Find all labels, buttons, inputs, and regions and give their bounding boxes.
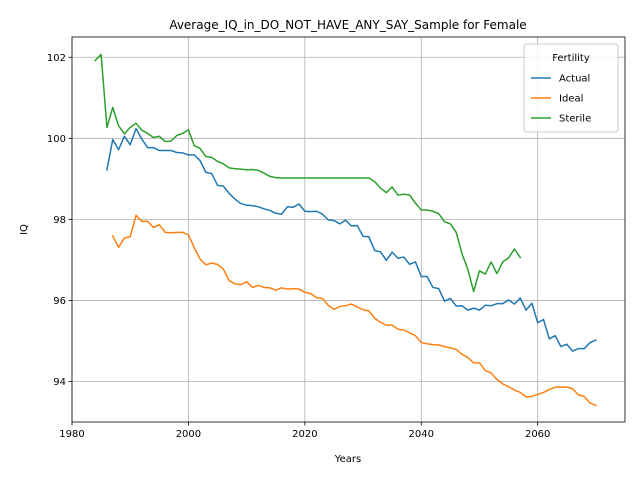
series-line-actual: [106, 127, 597, 352]
chart-title: Average_IQ_in_DO_NOT_HAVE_ANY_SAY_Sample…: [169, 18, 526, 32]
legend-label-actual: Actual: [559, 74, 590, 85]
x-tick-label: 2040: [409, 429, 434, 440]
x-axis-ticks: 1980 2000 2020 2040 2060: [59, 422, 550, 440]
y-tick-label: 96: [53, 296, 66, 307]
legend: Fertility Actual Ideal Sterile: [523, 43, 619, 133]
y-tick-label: 102: [47, 53, 66, 64]
legend-label-ideal: Ideal: [559, 94, 583, 105]
y-axis-ticks: 94 96 98 100 102: [47, 53, 72, 388]
series-line-sterile: [94, 53, 522, 293]
legend-items: Actual Ideal Sterile: [531, 74, 591, 125]
legend-label-sterile: Sterile: [559, 114, 591, 125]
x-tick-label: 1980: [59, 429, 84, 440]
y-axis-label: IQ: [19, 224, 30, 235]
x-tick-label: 2060: [525, 429, 550, 440]
x-axis-label: Years: [334, 454, 361, 465]
series-line-ideal: [111, 214, 597, 407]
y-tick-label: 98: [53, 215, 66, 226]
plot-frame: [71, 36, 626, 423]
legend-box: [523, 43, 619, 133]
x-tick-label: 2000: [176, 429, 201, 440]
y-tick-label: 100: [47, 134, 66, 145]
y-tick-label: 94: [53, 377, 66, 388]
x-tick-label: 2020: [292, 429, 317, 440]
legend-title: Fertility: [552, 53, 590, 64]
series-lines: [94, 53, 597, 407]
